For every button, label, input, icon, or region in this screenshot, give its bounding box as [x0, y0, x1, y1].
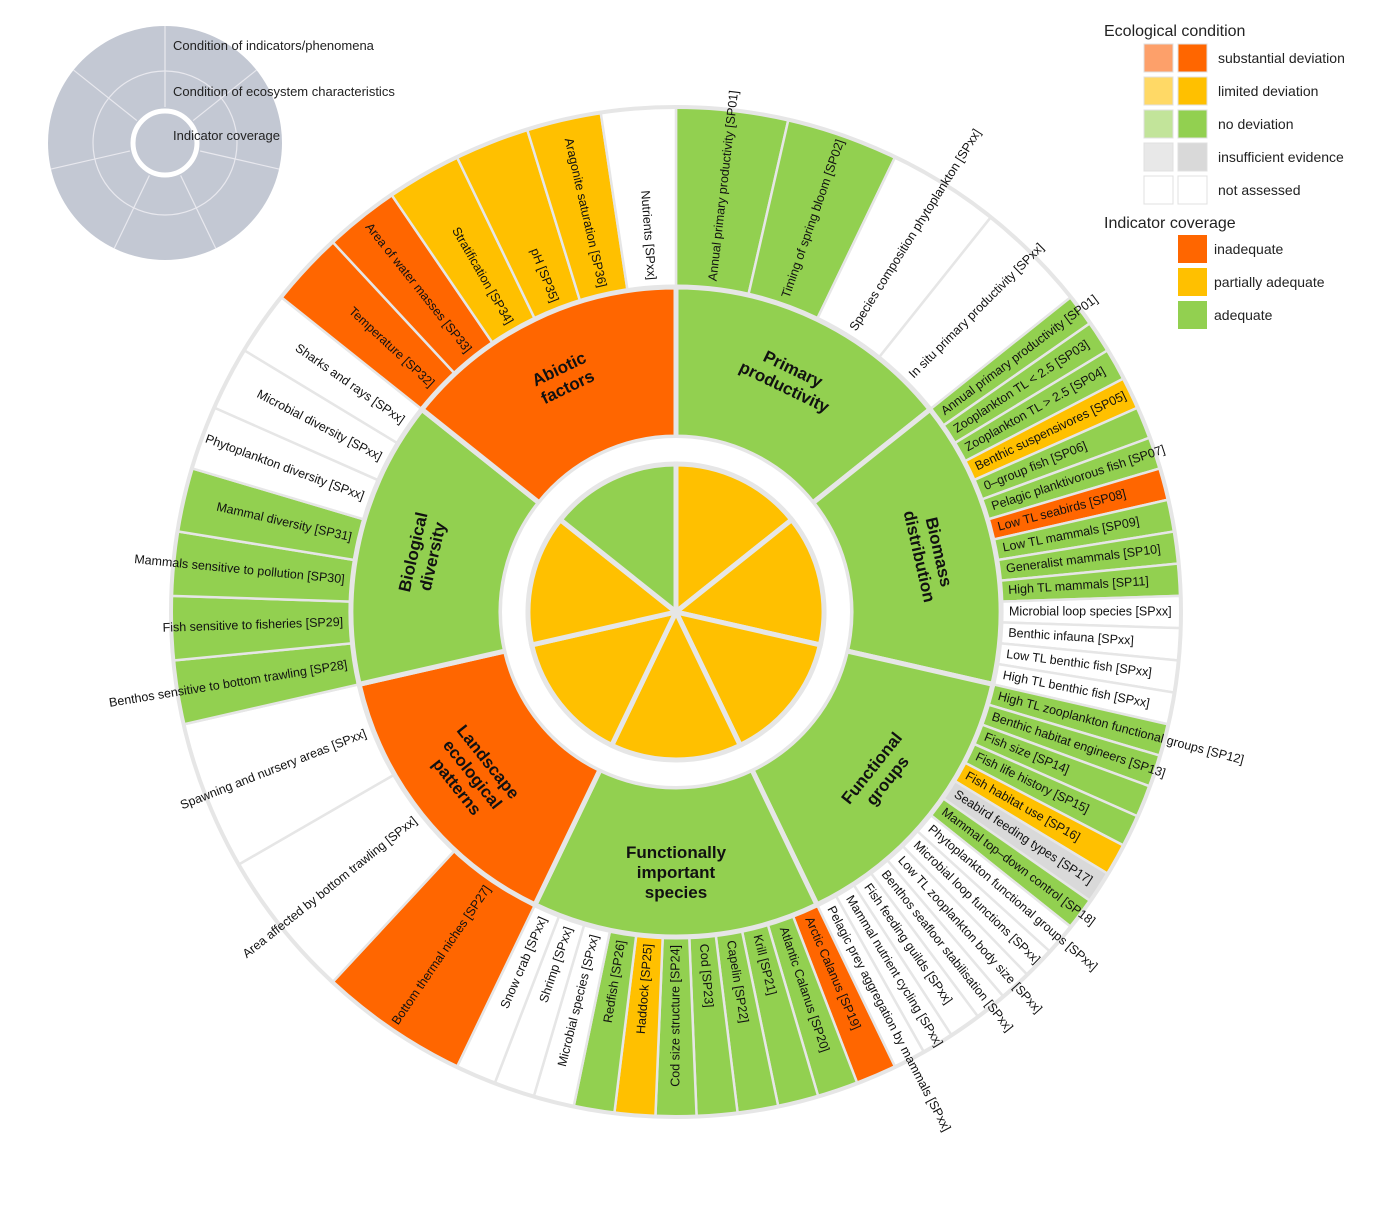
mini-outer-disc — [48, 26, 282, 260]
legend-condition-label: substantial deviation — [1218, 50, 1345, 66]
legend-coverage-swatch — [1178, 268, 1207, 296]
coverage-wedge-biological-diversity — [525, 516, 682, 648]
legend-swatch-light — [1143, 76, 1174, 106]
ring-gap — [502, 438, 850, 786]
mini-label-coverage: Indicator coverage — [173, 128, 280, 143]
legend-coverage-label: partially adequate — [1214, 274, 1325, 290]
indicator-label: Nutrients [SPxx] — [638, 190, 659, 280]
category-segment-abiotic-factors — [418, 284, 679, 507]
mini-reference-diagram — [48, 26, 282, 260]
category-ring — [348, 284, 1004, 940]
outer-border — [169, 105, 1183, 1119]
legend-coverage-title: Indicator coverage — [1104, 215, 1236, 232]
indicator-label: Cod [SP23] — [697, 943, 716, 1008]
legend-swatch-light — [1143, 109, 1174, 139]
mini-divider — [50, 150, 131, 170]
legend-coverage-swatch — [1178, 235, 1207, 263]
category-segment-biological-diversity — [348, 405, 543, 688]
indicator-label: Microbial loop species [SPxx] — [1009, 604, 1172, 618]
legend-coverage-label: adequate — [1214, 307, 1273, 323]
indicator-label: Cod size structure [SP24] — [668, 945, 682, 1087]
category-segment-biomass-distribution — [809, 405, 1004, 688]
indicator-label: Fish sensitive to fisheries [SP29] — [162, 615, 343, 635]
mini-divider — [180, 175, 217, 249]
coverage-wedge-primary-productivity — [673, 461, 796, 618]
sunburst-chart: Annual primary productivity [SP01] Timing… — [108, 90, 1245, 1134]
mini-divider — [199, 150, 280, 170]
legend-swatch-dark — [1177, 142, 1208, 172]
legend-condition-title: Ecological condition — [1104, 23, 1245, 40]
legend-swatch-dark — [1177, 109, 1208, 139]
coverage-wedge-landscape-ecological-patterns — [528, 608, 681, 749]
mini-label-indicators: Condition of indicators/phenomena — [173, 38, 375, 53]
category-label-functionally-important-species: Functionally important species — [626, 843, 727, 902]
legend-condition-label: limited deviation — [1218, 83, 1318, 99]
legend-condition-items: substantial deviation limited deviation no… — [1143, 43, 1345, 205]
legend-coverage-label: inadequate — [1214, 241, 1284, 257]
legend-swatch-dark — [1177, 175, 1208, 205]
legend-condition-label: not assessed — [1218, 182, 1301, 198]
legend-condition-label: insufficient evidence — [1218, 149, 1344, 165]
category-segment-landscape-ecological-patterns — [356, 647, 604, 909]
legend: Ecological condition substantial deviati… — [1104, 23, 1345, 329]
category-segment-functional-groups — [748, 647, 996, 909]
mini-label-characteristics: Condition of ecosystem characteristics — [173, 84, 395, 99]
legend-condition-label: no deviation — [1218, 116, 1294, 132]
mini-divider — [192, 69, 257, 122]
legend-swatch-dark — [1177, 43, 1208, 73]
legend-swatch-dark — [1177, 76, 1208, 106]
coverage-wedge-functionally-important-species — [608, 606, 744, 763]
legend-coverage-swatch — [1178, 301, 1207, 329]
mini-middle-ring — [92, 70, 238, 216]
coverage-wedge-biomass-distribution — [670, 516, 827, 648]
legend-swatch-light — [1143, 142, 1174, 172]
mini-divider — [73, 69, 138, 122]
category-segment-primary-productivity — [673, 284, 934, 507]
legend-swatch-light — [1143, 43, 1174, 73]
coverage-ring — [502, 438, 850, 786]
coverage-wedge-functional-groups — [671, 608, 824, 749]
indicator-ring — [169, 105, 1183, 1119]
category-segment-functionally-important-species — [531, 766, 821, 940]
mini-divider — [113, 175, 150, 249]
mini-inner-ring — [130, 108, 200, 178]
legend-swatch-light — [1143, 175, 1174, 205]
legend-coverage-items: inadequate partially adequate adequate — [1178, 235, 1325, 329]
coverage-wedge-abiotic-factors — [556, 461, 679, 618]
